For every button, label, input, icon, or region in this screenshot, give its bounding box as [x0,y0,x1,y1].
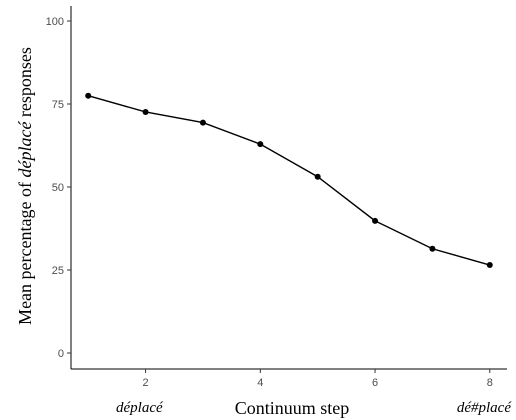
y-tick-label: 25 [52,265,64,277]
data-point [199,119,206,126]
data-point [429,245,436,252]
y-tick-label: 75 [52,99,64,111]
y-axis: 0 25 50 75 100 [46,6,72,369]
x-tick-label: 6 [372,377,378,389]
data-point [314,173,321,180]
x-axis-title: Continuum step [235,398,350,418]
x-tick-label: 8 [487,377,493,389]
data-point [486,262,493,269]
y-tick-label: 100 [46,16,64,28]
continuum-start-label: déplacé [116,400,164,416]
series-line [88,95,490,266]
y-tick-label: 0 [58,348,64,360]
y-axis-title: Mean percentage of déplacé responses [15,47,35,325]
x-tick-label: 4 [257,377,263,389]
data-point [85,92,92,99]
data-point [372,217,379,224]
x-tick-label: 2 [143,377,149,389]
data-series [85,92,493,269]
x-axis: 2 4 6 8 [71,368,507,389]
data-point [142,108,149,115]
continuum-end-label: dé#placé [457,400,512,416]
y-tick-label: 50 [52,182,64,194]
data-point [257,141,264,148]
